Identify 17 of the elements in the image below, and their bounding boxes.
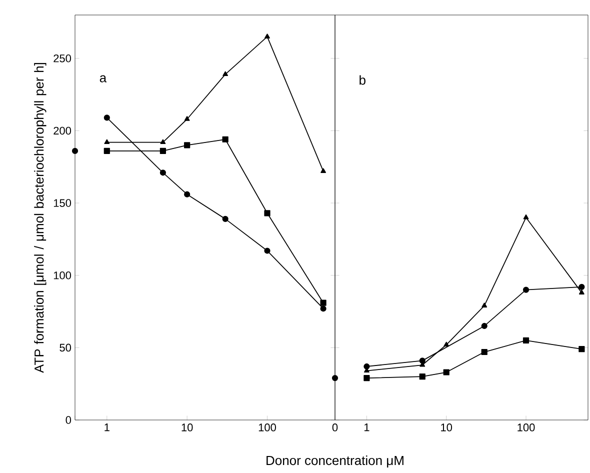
x-tick-label: 10 bbox=[182, 424, 193, 432]
y-tick-label: 250 bbox=[54, 54, 72, 62]
annotation: a bbox=[100, 75, 107, 82]
y-tick-label: 100 bbox=[54, 271, 72, 280]
annotation: b bbox=[360, 75, 366, 85]
x-tick-label: 100 bbox=[258, 424, 276, 432]
x-tick-label: 10 bbox=[441, 424, 452, 432]
x-tick-label: 1 bbox=[104, 424, 110, 432]
x-tick-label: 100 bbox=[518, 424, 535, 432]
x-tick-label: 1 bbox=[364, 424, 370, 432]
y-tick-label: 0 bbox=[66, 416, 72, 424]
x-axis-title: Donor concentration μM bbox=[266, 456, 404, 468]
y-tick-label: 200 bbox=[54, 126, 72, 135]
y-axis-title: ATP formation [μmol / μmol bacteriochlorophyll per h] bbox=[34, 63, 46, 373]
y-tick-label: 50 bbox=[60, 344, 72, 352]
y-tick-label: 150 bbox=[54, 199, 72, 207]
x-tick-label: 0 bbox=[332, 424, 338, 432]
